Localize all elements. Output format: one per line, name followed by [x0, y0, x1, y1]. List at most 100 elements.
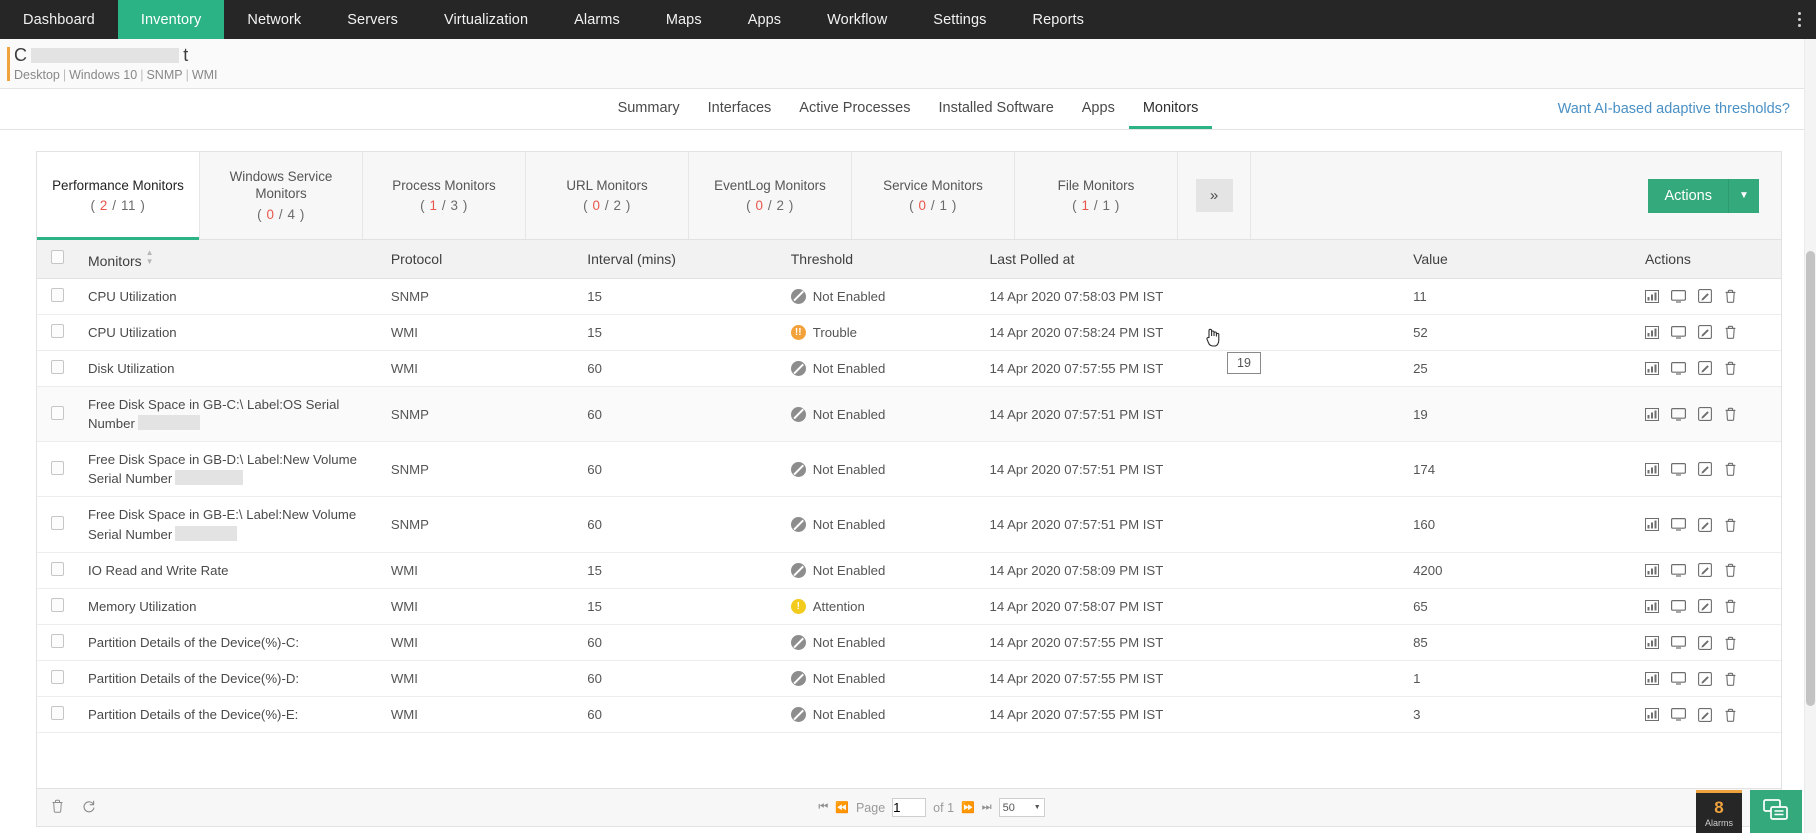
display-icon[interactable]: [1670, 599, 1686, 613]
ai-thresholds-link[interactable]: Want AI-based adaptive thresholds?: [1557, 101, 1790, 117]
value-cell[interactable]: 11: [1407, 278, 1639, 315]
value-cell[interactable]: 174: [1407, 441, 1639, 498]
topnav-item-network[interactable]: Network: [247, 11, 302, 28]
table-row[interactable]: Free Disk Space in GB-E:\ Label:New Volu…: [37, 496, 1781, 553]
value-cell[interactable]: 160: [1407, 496, 1639, 553]
edit-icon[interactable]: [1698, 325, 1712, 340]
row-checkbox[interactable]: [51, 405, 64, 420]
tab-apps[interactable]: Apps: [1081, 99, 1115, 116]
table-row[interactable]: Free Disk Space in GB-D:\ Label:New Volu…: [37, 441, 1781, 498]
trash-icon[interactable]: [1724, 672, 1737, 686]
topnav-item-workflow[interactable]: Workflow: [827, 11, 888, 28]
edit-icon[interactable]: [1698, 462, 1712, 477]
row-checkbox[interactable]: [51, 516, 64, 531]
edit-icon[interactable]: [1698, 635, 1712, 650]
row-checkbox[interactable]: [51, 323, 64, 338]
column-header-monitors[interactable]: Monitors▲ ▼: [81, 240, 385, 279]
monitor-tab-eventlog-monitors[interactable]: EventLog Monitors ( 0 / 2 ): [689, 152, 852, 239]
bar-chart-icon[interactable]: [1644, 361, 1659, 375]
monitor-tab-url-monitors[interactable]: URL Monitors ( 0 / 2 ): [526, 152, 689, 239]
row-checkbox[interactable]: [51, 706, 64, 721]
column-header-value[interactable]: Value: [1407, 240, 1639, 279]
topnav-item-dashboard[interactable]: Dashboard: [23, 11, 95, 28]
monitor-tab-process-monitors[interactable]: Process Monitors ( 1 / 3 ): [363, 152, 526, 239]
bar-chart-icon[interactable]: [1644, 518, 1659, 532]
edit-icon[interactable]: [1698, 289, 1712, 304]
value-cell[interactable]: 3: [1407, 696, 1639, 734]
prev-page-icon[interactable]: ⏪: [835, 802, 849, 814]
table-row[interactable]: Disk Utilization WMI 60 Not Enabled 14 Apr 2…: [37, 350, 1781, 387]
edit-icon[interactable]: [1698, 361, 1712, 376]
monitor-tab-windows-service-monitors[interactable]: Windows Service Monitors ( 0 / 4 ): [200, 152, 363, 239]
tab-monitors[interactable]: Monitors: [1128, 89, 1213, 129]
page-size-select[interactable]: 50 ▼: [998, 798, 1045, 817]
display-icon[interactable]: [1670, 518, 1686, 531]
bar-chart-icon[interactable]: [1644, 599, 1659, 613]
bar-chart-icon[interactable]: [1644, 708, 1659, 722]
row-checkbox[interactable]: [51, 359, 64, 374]
trash-icon[interactable]: [1724, 563, 1737, 578]
monitor-tab-file-monitors[interactable]: File Monitors ( 1 / 1 ): [1015, 152, 1178, 239]
trash-icon[interactable]: [1724, 462, 1737, 477]
monitor-tab-performance-monitors[interactable]: Performance Monitors ( 2 / 11 ): [37, 152, 200, 240]
edit-icon[interactable]: [1698, 671, 1712, 686]
table-row[interactable]: Partition Details of the Device(%)-D: WMI…: [37, 660, 1781, 698]
display-icon[interactable]: [1670, 407, 1686, 421]
next-page-icon[interactable]: ⏩: [961, 802, 975, 814]
display-icon[interactable]: [1670, 563, 1686, 577]
chevron-double-right-icon[interactable]: »: [1195, 179, 1233, 212]
more-vertical-icon[interactable]: [1782, 0, 1816, 39]
topnav-item-virtualization[interactable]: Virtualization: [443, 11, 529, 28]
page-number-input[interactable]: [892, 798, 927, 817]
display-icon[interactable]: [1670, 289, 1686, 303]
topnav-item-maps[interactable]: Maps: [665, 11, 702, 28]
value-cell[interactable]: 65: [1407, 588, 1639, 626]
last-page-icon[interactable]: ⏭: [981, 801, 992, 813]
value-cell[interactable]: 25: [1407, 350, 1639, 387]
column-header-protocol[interactable]: Protocol: [384, 240, 582, 279]
tab-summary[interactable]: Summary: [617, 99, 680, 116]
edit-icon[interactable]: [1698, 517, 1712, 532]
trash-icon[interactable]: [1724, 518, 1737, 532]
value-cell[interactable]: 19: [1407, 386, 1639, 443]
first-page-icon[interactable]: ⏮: [818, 801, 829, 813]
table-row[interactable]: CPU Utilization WMI 15!! Trouble 14 Apr 2020…: [37, 314, 1781, 351]
bar-chart-icon[interactable]: [1644, 672, 1659, 686]
trash-icon[interactable]: [1724, 407, 1737, 421]
topnav-item-servers[interactable]: Servers: [347, 11, 398, 28]
trash-icon[interactable]: [1724, 708, 1737, 722]
chat-button[interactable]: [1750, 790, 1802, 833]
monitor-tab-service-monitors[interactable]: Service Monitors ( 0 / 1 ): [852, 152, 1015, 239]
trash-icon[interactable]: [1724, 289, 1737, 303]
column-header-interval[interactable]: Interval (mins): [581, 240, 785, 279]
column-header-last-polled[interactable]: Last Polled at: [983, 240, 1408, 279]
page-scrollbar[interactable]: [1804, 39, 1816, 833]
table-row[interactable]: IO Read and Write Rate WMI 15 Not Enabled 14…: [37, 552, 1781, 589]
table-row[interactable]: Free Disk Space in GB-C:\ Label:OS Seria…: [37, 386, 1781, 443]
table-row[interactable]: Partition Details of the Device(%)-E: WMI…: [37, 696, 1781, 734]
topnav-item-settings[interactable]: Settings: [933, 11, 987, 28]
bar-chart-icon[interactable]: [1644, 636, 1659, 650]
row-checkbox[interactable]: [51, 597, 64, 612]
trash-icon[interactable]: [1724, 361, 1737, 376]
column-header-threshold[interactable]: Threshold: [784, 240, 984, 279]
row-checkbox[interactable]: [51, 634, 64, 649]
edit-icon[interactable]: [1698, 407, 1712, 422]
row-checkbox[interactable]: [51, 287, 64, 302]
trash-icon[interactable]: [1724, 636, 1737, 650]
value-cell[interactable]: 4200: [1407, 552, 1639, 589]
topnav-item-reports[interactable]: Reports: [1032, 11, 1084, 28]
row-checkbox[interactable]: [51, 670, 64, 685]
display-icon[interactable]: [1670, 462, 1686, 476]
tab-active-processes[interactable]: Active Processes: [799, 99, 911, 116]
scrollbar-thumb[interactable]: [1806, 251, 1815, 706]
trash-icon[interactable]: [51, 799, 64, 816]
edit-icon[interactable]: [1698, 563, 1712, 578]
select-all-checkbox[interactable]: [51, 250, 64, 265]
table-row[interactable]: CPU Utilization SNMP 15 Not Enabled 14 Apr 2…: [37, 278, 1781, 315]
edit-icon[interactable]: [1698, 599, 1712, 614]
display-icon[interactable]: [1670, 361, 1686, 375]
display-icon[interactable]: [1670, 325, 1686, 339]
alarms-widget[interactable]: 8 Alarms: [1696, 790, 1742, 833]
sort-ascending-icon[interactable]: ▲ ▼: [145, 248, 154, 267]
